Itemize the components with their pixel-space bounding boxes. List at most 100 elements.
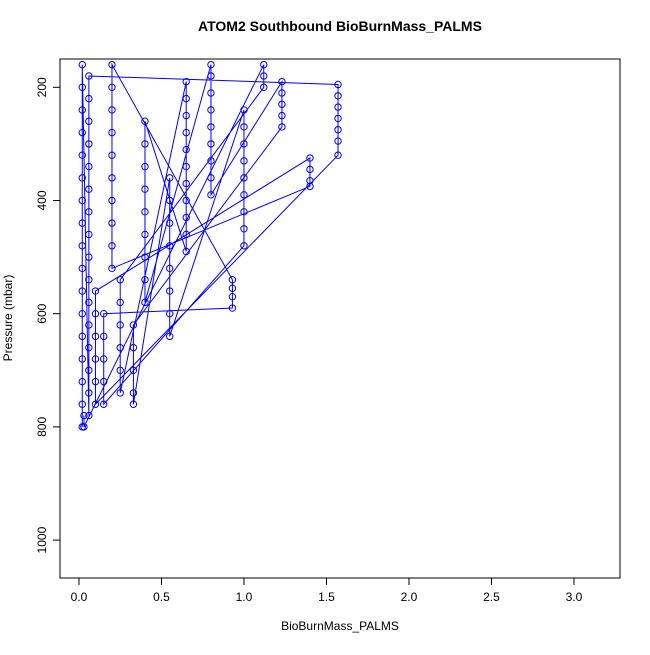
point — [278, 111, 286, 120]
point — [240, 242, 248, 250]
point — [278, 100, 286, 108]
point — [182, 230, 190, 239]
point — [182, 247, 190, 256]
point — [182, 111, 190, 120]
point — [116, 389, 124, 397]
point — [240, 140, 248, 148]
point — [78, 219, 86, 227]
point — [116, 276, 124, 284]
point — [85, 366, 93, 374]
point — [108, 60, 116, 69]
point — [182, 196, 190, 205]
point — [141, 162, 149, 171]
y-tick-label: 600 — [35, 303, 49, 323]
point — [85, 72, 93, 80]
point — [207, 174, 215, 182]
point — [91, 355, 100, 363]
x-tick-label: 0.0 — [71, 590, 88, 604]
point — [78, 151, 86, 159]
point — [240, 208, 248, 216]
point — [207, 106, 215, 114]
point — [108, 264, 116, 273]
point — [141, 208, 149, 216]
point — [91, 377, 100, 386]
point — [228, 276, 237, 284]
point — [78, 355, 86, 363]
point — [78, 83, 86, 91]
point — [100, 332, 108, 341]
point — [80, 423, 88, 431]
x-tick-label: 2.0 — [401, 590, 418, 604]
point — [278, 89, 286, 97]
point — [100, 377, 108, 386]
y-tick-label: 400 — [35, 190, 49, 210]
point — [306, 182, 314, 191]
point — [334, 114, 342, 123]
point — [334, 80, 342, 89]
point — [240, 174, 248, 182]
series-line — [81, 62, 339, 428]
point — [334, 126, 342, 134]
point — [240, 157, 248, 165]
point — [91, 309, 100, 318]
plot-frame — [59, 58, 621, 579]
point — [116, 321, 124, 329]
point — [240, 123, 248, 131]
point — [85, 230, 93, 239]
point — [260, 83, 268, 91]
point — [100, 355, 108, 363]
point — [100, 309, 108, 318]
point — [334, 151, 342, 159]
x-tick-label: 1.0 — [236, 590, 253, 604]
point — [166, 196, 174, 205]
point — [278, 77, 286, 86]
point — [240, 225, 248, 233]
point — [85, 94, 93, 103]
point — [306, 165, 314, 174]
point — [116, 343, 124, 352]
point — [108, 106, 116, 114]
point — [228, 304, 237, 312]
point — [85, 185, 93, 193]
x-tick-label: 1.5 — [318, 590, 335, 604]
point — [141, 140, 149, 148]
point — [85, 117, 93, 125]
point — [141, 230, 149, 239]
point — [260, 60, 268, 69]
point — [78, 287, 86, 295]
point — [182, 162, 190, 171]
point — [91, 332, 100, 341]
point — [85, 276, 93, 284]
point — [85, 162, 93, 171]
point — [85, 389, 93, 397]
point — [129, 400, 138, 408]
point — [228, 284, 237, 292]
x-axis-label: BioBurnMass_PALMS — [281, 619, 399, 633]
point — [166, 174, 174, 182]
point — [78, 400, 86, 408]
point — [108, 196, 116, 205]
point — [141, 276, 149, 284]
point — [108, 174, 116, 182]
point — [78, 377, 86, 386]
point — [166, 264, 174, 273]
point — [116, 366, 124, 374]
point — [260, 72, 268, 80]
point — [182, 128, 190, 137]
plot-area — [78, 60, 342, 431]
point — [78, 242, 86, 250]
point — [85, 411, 93, 420]
point — [116, 298, 124, 307]
point — [108, 151, 116, 159]
point — [207, 157, 215, 165]
point — [100, 400, 108, 408]
point — [78, 174, 86, 182]
point — [306, 154, 314, 162]
point — [129, 343, 138, 352]
point — [91, 287, 100, 295]
point — [129, 321, 138, 329]
point — [182, 77, 190, 86]
point — [182, 179, 190, 188]
point — [207, 72, 215, 80]
